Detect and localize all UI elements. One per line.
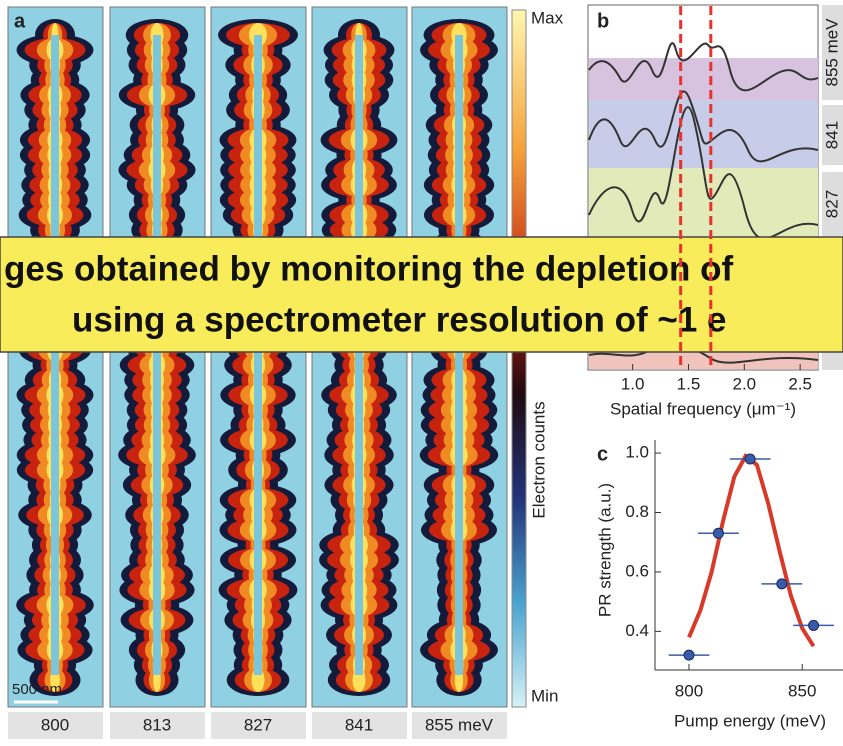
label-tab bbox=[822, 105, 843, 165]
energy-box bbox=[8, 712, 103, 739]
panel-label: c bbox=[597, 443, 608, 465]
spectrum-curve bbox=[588, 106, 819, 240]
image-center bbox=[153, 35, 161, 675]
colorbar-max: Max bbox=[531, 8, 564, 27]
colorbar bbox=[511, 9, 527, 708]
banner bbox=[0, 236, 843, 353]
energy-label: 855 meV bbox=[425, 715, 494, 734]
panel-label: b bbox=[597, 10, 609, 32]
image-center bbox=[51, 35, 59, 675]
curve-label: 855 meV bbox=[822, 18, 841, 87]
energy-box bbox=[312, 712, 407, 739]
fit-curve bbox=[687, 453, 816, 648]
scale-bar-label: 500 nm bbox=[12, 681, 62, 698]
y-axis-label: PR strength (a.u.) bbox=[595, 483, 614, 617]
band bbox=[589, 168, 818, 238]
point bbox=[744, 453, 756, 465]
image-center bbox=[455, 35, 463, 675]
x-tick-label: 1.5 bbox=[677, 374, 701, 393]
banner-line: using a spectrometer resolution of ~1 e bbox=[72, 300, 726, 339]
point bbox=[712, 527, 724, 539]
energy-box bbox=[412, 712, 507, 739]
banner-line: ges obtained by monitoring the depletion… bbox=[4, 249, 734, 288]
overlay: ges obtained by monitoring the depletion… bbox=[0, 236, 843, 353]
image-center bbox=[254, 35, 262, 675]
panel-label: a bbox=[14, 10, 26, 32]
curve-label: 827 bbox=[822, 190, 841, 218]
y-tick-label: 1.0 bbox=[625, 443, 649, 462]
energy-label: 800 bbox=[41, 715, 69, 734]
energy-label: 813 bbox=[143, 715, 171, 734]
spectrum-curve bbox=[588, 90, 819, 163]
x-axis-label: Spatial frequency (μm⁻¹) bbox=[610, 399, 796, 418]
x-tick-label: 2.5 bbox=[788, 374, 812, 393]
x-tick-label: 850 bbox=[788, 681, 816, 700]
x-tick-label: 2.0 bbox=[732, 374, 756, 393]
band bbox=[589, 100, 818, 168]
point bbox=[808, 619, 820, 631]
colorbar-label: Electron counts bbox=[529, 401, 548, 518]
spectrum-curve bbox=[588, 42, 819, 92]
point bbox=[683, 649, 695, 661]
colorbar-min: Min bbox=[531, 686, 558, 705]
y-tick-label: 0.4 bbox=[625, 621, 649, 640]
image-center bbox=[355, 35, 363, 675]
x-axis-label: Pump energy (meV) bbox=[674, 711, 826, 730]
label-tab bbox=[822, 5, 843, 100]
band bbox=[589, 58, 818, 100]
energy-box bbox=[110, 712, 205, 739]
energy-label: 841 bbox=[345, 715, 373, 734]
x-tick-label: 800 bbox=[675, 681, 703, 700]
point bbox=[776, 578, 788, 590]
x-tick-label: 1.0 bbox=[621, 374, 645, 393]
energy-box bbox=[211, 712, 306, 739]
curve-label: 841 bbox=[822, 121, 841, 149]
y-tick-label: 0.8 bbox=[625, 502, 649, 521]
curve-labels: 855 meV 841 827 bbox=[822, 5, 843, 370]
label-tab bbox=[822, 172, 843, 236]
image-panels: 800 813 827 841 855 meV bbox=[7, 6, 508, 739]
energy-label: 827 bbox=[244, 715, 272, 734]
y-tick-label: 0.6 bbox=[625, 561, 649, 580]
